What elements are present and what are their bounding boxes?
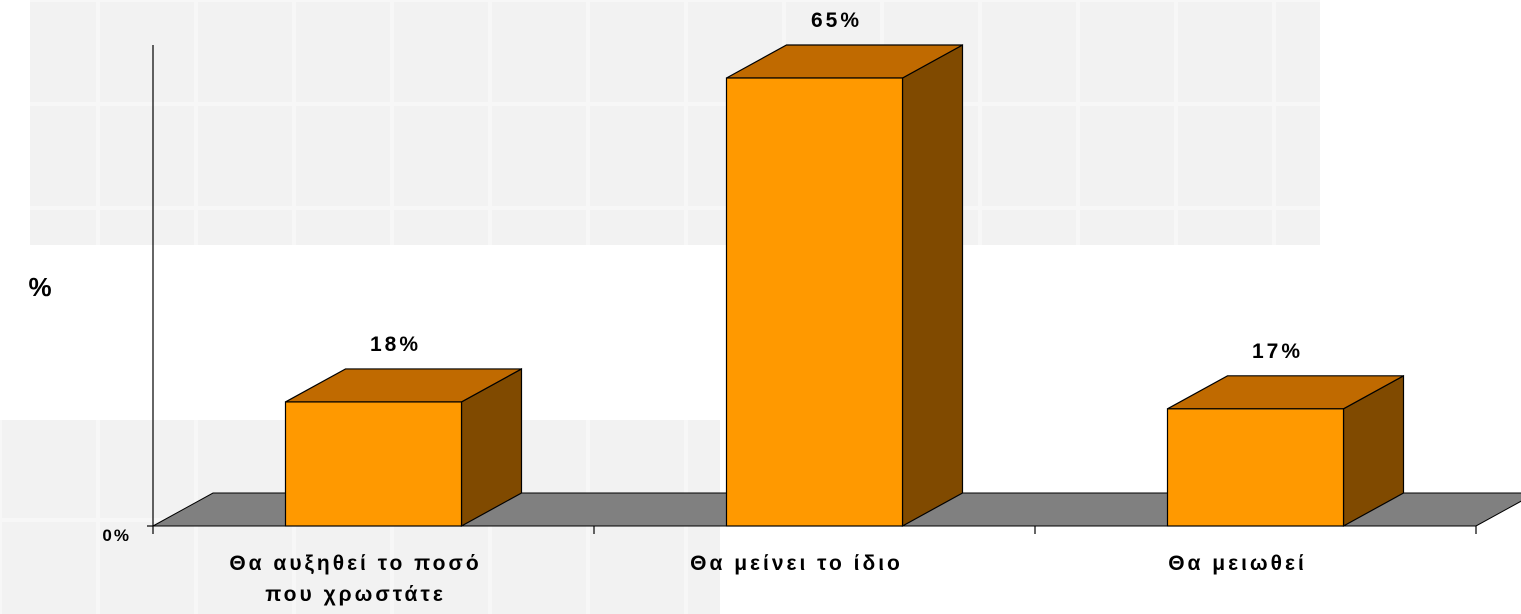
data-label: 17% [1252, 340, 1303, 363]
bar [284, 401, 463, 527]
x-tick-label: Θα αυξηθεί το ποσό [229, 552, 481, 575]
bar [725, 77, 904, 527]
x-tick-label: που χρωστάτε [265, 583, 446, 606]
bar-side [901, 43, 964, 528]
x-tick-label: Θα μείνει το ίδιο [690, 552, 903, 575]
data-label: 18% [370, 333, 421, 356]
x-tick-label: Θα μειωθεί [1168, 552, 1307, 575]
y-axis-label: % [28, 272, 51, 302]
data-label: 65% [811, 9, 862, 32]
bar [1166, 408, 1345, 527]
y-tick-label: 0% [102, 526, 131, 545]
